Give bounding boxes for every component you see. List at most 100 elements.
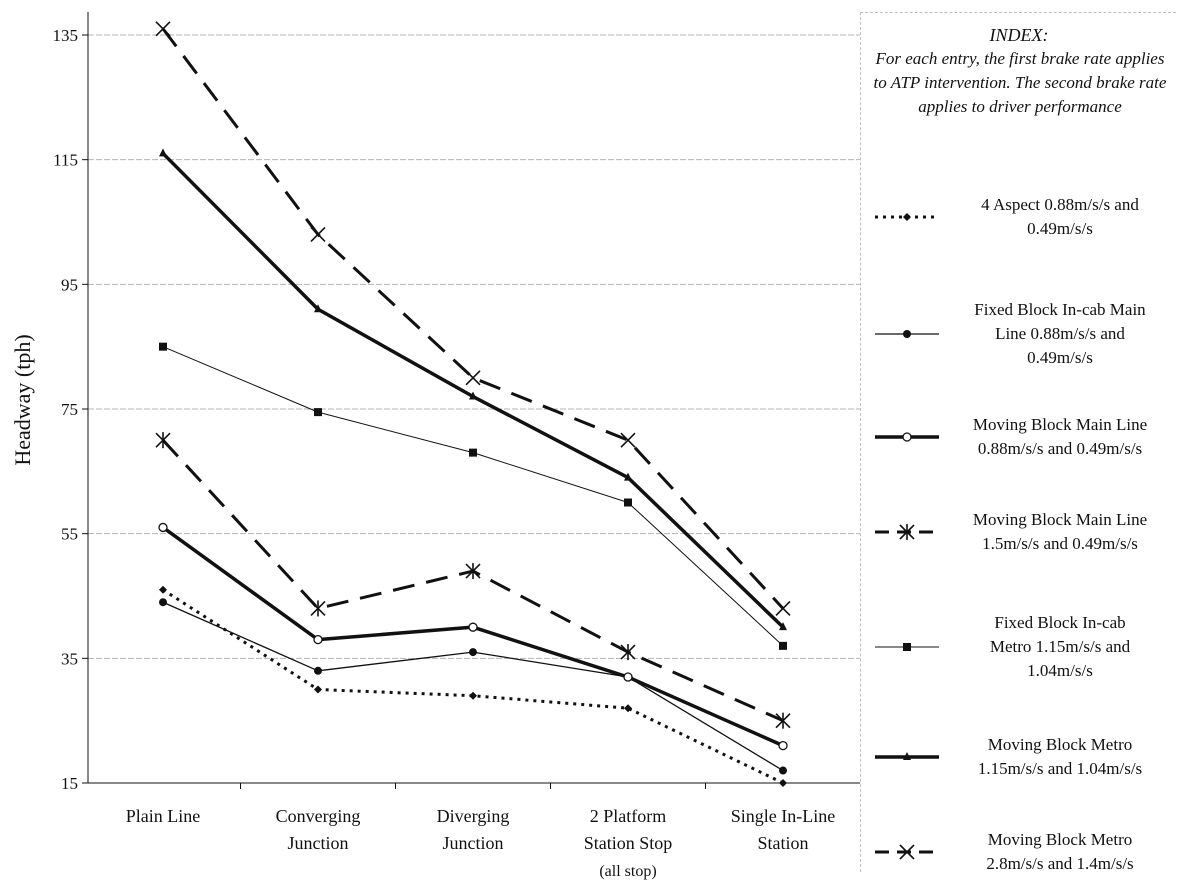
legend-label-line: 0.49m/s/s bbox=[1027, 219, 1093, 238]
xtick-label: (all stop) bbox=[599, 863, 656, 880]
data-point bbox=[624, 498, 632, 507]
legend-label: Moving Block Main Line 0.88m/s/s and 0.49… bbox=[949, 413, 1171, 461]
legend-index-text: For each entry, the first brake rate app… bbox=[873, 49, 1167, 116]
legend-swatch-marker bbox=[902, 432, 912, 442]
ytick-label: 75 bbox=[61, 400, 78, 419]
data-point bbox=[155, 21, 171, 37]
data-point bbox=[779, 641, 787, 650]
data-point bbox=[778, 740, 788, 751]
xtick-label: Station Stop bbox=[584, 833, 673, 853]
legend-swatch bbox=[875, 432, 939, 442]
data-point bbox=[159, 342, 167, 351]
xtick-label: Junction bbox=[443, 833, 504, 853]
legend-swatch-marker bbox=[899, 524, 915, 540]
legend-label-line: Moving Block Metro bbox=[987, 735, 1133, 754]
series-5 bbox=[159, 342, 787, 650]
data-point bbox=[620, 432, 636, 448]
ytick-label: 115 bbox=[53, 151, 78, 170]
data-point bbox=[314, 304, 322, 313]
legend-swatch-marker bbox=[903, 643, 911, 651]
legend-index-title: INDEX: bbox=[989, 25, 1049, 45]
xtick-label: Plain Line bbox=[126, 806, 201, 826]
series-line bbox=[161, 152, 785, 629]
data-point bbox=[775, 600, 791, 617]
data-point bbox=[465, 563, 481, 580]
series-line bbox=[162, 588, 784, 785]
data-point bbox=[779, 779, 787, 787]
data-point bbox=[469, 648, 477, 657]
legend-swatch bbox=[875, 643, 939, 651]
legend-swatch-marker bbox=[899, 844, 915, 860]
data-point bbox=[779, 622, 787, 631]
legend-swatch bbox=[875, 330, 939, 338]
axes bbox=[82, 12, 860, 789]
data-point bbox=[624, 472, 632, 481]
legend-label: Fixed Block In-cab Main Line 0.88m/s/s an… bbox=[949, 298, 1171, 370]
legend-label: Fixed Block In-cab Metro 1.15m/s/s and 1.0… bbox=[949, 611, 1171, 683]
legend-label-line: 0.49m/s/s bbox=[1027, 348, 1093, 367]
xtick-label: 2 Platform bbox=[590, 806, 667, 826]
series-line bbox=[161, 439, 784, 723]
legend-label-line: Fixed Block In-cab bbox=[994, 613, 1126, 632]
data-point bbox=[469, 391, 477, 400]
series-6 bbox=[159, 148, 787, 631]
legend-label-line: Fixed Block In-cab Main bbox=[974, 300, 1146, 319]
ytick-label: 95 bbox=[61, 275, 78, 294]
data-point bbox=[624, 704, 632, 713]
legend-swatch-marker bbox=[903, 330, 911, 338]
series-4 bbox=[155, 432, 791, 729]
legend-swatch bbox=[875, 752, 939, 760]
xtick-label: Station bbox=[757, 833, 808, 853]
axis-labels: 15 35 55 75 95 115 135 Headway (tph) Plain Line C… bbox=[10, 26, 835, 880]
data-point bbox=[465, 370, 481, 386]
legend-label: Moving Block Main Line 1.5m/s/s and 0.49m… bbox=[949, 508, 1171, 556]
legend-label: Moving Block Metro 2.8m/s/s and 1.4m/s/s bbox=[949, 828, 1171, 876]
data-point bbox=[159, 598, 167, 607]
legend-swatch bbox=[875, 524, 939, 540]
data-point bbox=[779, 766, 787, 775]
legend-label-line: Moving Block Main Line bbox=[972, 510, 1148, 529]
data-point bbox=[158, 522, 168, 533]
xtick-label: Single In-Line bbox=[731, 806, 835, 826]
data-point bbox=[620, 644, 636, 661]
data-point bbox=[310, 226, 326, 243]
data-point bbox=[159, 148, 167, 157]
series-3 bbox=[158, 522, 788, 751]
data-point bbox=[469, 691, 477, 700]
legend-label-line: Moving Block Metro bbox=[987, 830, 1133, 849]
legend-panel: INDEX: For each entry, the first brake r… bbox=[860, 12, 1176, 873]
legend-swatch-marker bbox=[903, 752, 911, 760]
legend-swatch bbox=[875, 213, 939, 221]
data-point bbox=[468, 622, 478, 632]
data-point bbox=[159, 585, 167, 594]
legend-label: 4 Aspect 0.88m/s/s and 0.49m/s/s bbox=[949, 193, 1171, 241]
ytick-label: 55 bbox=[61, 525, 78, 544]
y-axis-label: Headway (tph) bbox=[10, 334, 35, 465]
legend-label-line: Line 0.88m/s/s and bbox=[995, 324, 1125, 343]
data-point bbox=[313, 634, 323, 645]
data-point bbox=[623, 672, 633, 682]
headway-chart: 15 35 55 75 95 115 135 Headway (tph) Plain Line C… bbox=[10, 12, 860, 880]
data-point bbox=[314, 666, 322, 675]
legend-label-line: 0.88m/s/s and 0.49m/s/s bbox=[977, 439, 1143, 458]
xtick-label: Diverging bbox=[437, 806, 510, 826]
xtick-label: Junction bbox=[288, 833, 349, 853]
data-point bbox=[155, 432, 171, 449]
legend-swatch bbox=[875, 844, 939, 860]
legend-label-line: 1.04m/s/s bbox=[1027, 661, 1093, 680]
legend-label-line: Moving Block Main Line bbox=[972, 415, 1148, 434]
data-point bbox=[314, 408, 322, 417]
ytick-label: 35 bbox=[61, 649, 78, 668]
ytick-label: 135 bbox=[53, 26, 79, 45]
series-1 bbox=[159, 585, 787, 787]
xtick-label: Converging bbox=[276, 806, 361, 826]
data-point bbox=[310, 600, 326, 617]
data-point bbox=[314, 685, 322, 694]
legend-label-line: 4 Aspect 0.88m/s/s and bbox=[981, 195, 1139, 214]
data-point bbox=[775, 712, 791, 729]
grid-lines bbox=[88, 34, 860, 784]
series-7 bbox=[155, 21, 791, 617]
legend-label-line: Metro 1.15m/s/s and bbox=[989, 637, 1131, 656]
legend-label: Moving Block Metro 1.15m/s/s and 1.04m/s/… bbox=[949, 733, 1171, 781]
ytick-label: 15 bbox=[61, 774, 78, 793]
